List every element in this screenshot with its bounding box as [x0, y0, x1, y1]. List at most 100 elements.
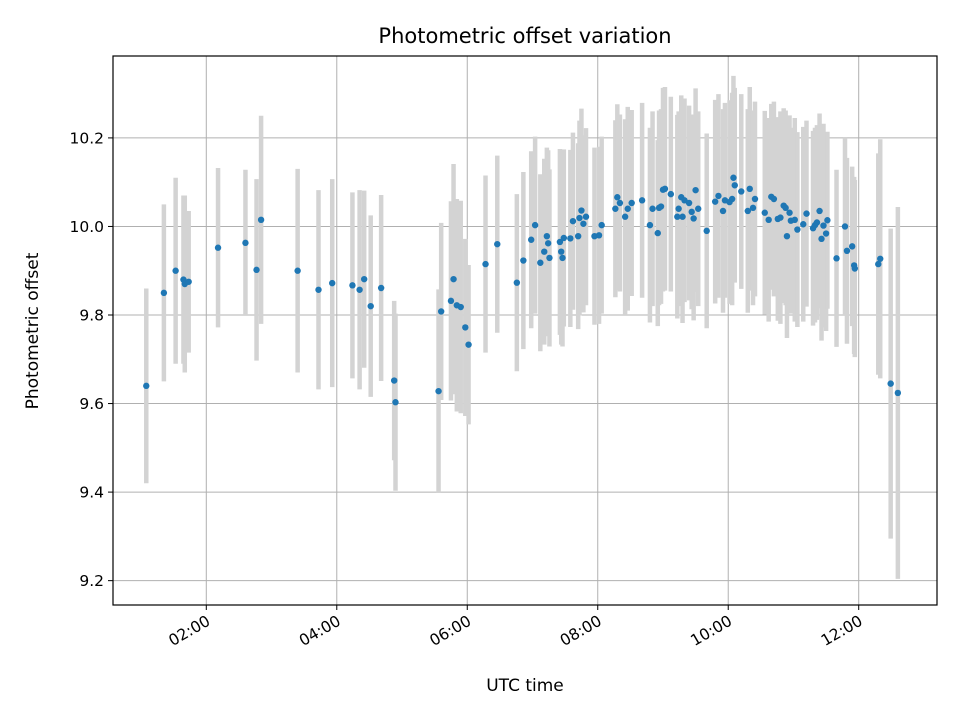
- data-point: [390, 377, 398, 384]
- data-point: [749, 204, 757, 212]
- data-point: [556, 238, 564, 246]
- data-point: [541, 248, 548, 255]
- data-point: [654, 229, 661, 237]
- data-point: [791, 216, 798, 224]
- data-point: [851, 265, 858, 272]
- data-point: [465, 341, 472, 348]
- data-point: [185, 278, 192, 285]
- data-point: [877, 255, 884, 262]
- data-point: [692, 186, 699, 194]
- data-point: [783, 232, 791, 240]
- data-point: [824, 217, 831, 224]
- data-point: [367, 302, 374, 310]
- data-point: [580, 220, 587, 227]
- data-point: [777, 214, 784, 221]
- data-point: [435, 387, 442, 395]
- data-point: [822, 230, 830, 237]
- data-point: [377, 284, 385, 292]
- y-tick-label: 9.6: [79, 395, 104, 413]
- data-point: [674, 213, 681, 220]
- data-point: [695, 205, 702, 212]
- data-point: [520, 257, 527, 264]
- plot-frame: [112, 55, 938, 606]
- data-point: [875, 260, 882, 268]
- data-point: [143, 382, 150, 390]
- data-point: [482, 260, 489, 268]
- data-point: [569, 217, 577, 225]
- data-point: [598, 221, 605, 229]
- data-point: [751, 195, 759, 203]
- data-point: [667, 190, 675, 198]
- data-point: [894, 389, 902, 397]
- grid-layer: [113, 56, 937, 605]
- data-point: [657, 203, 665, 210]
- y-tick-label: 10.0: [69, 218, 104, 236]
- data-point: [794, 226, 801, 233]
- data-point: [527, 236, 535, 243]
- data-point: [843, 247, 851, 255]
- y-axis-label: Photometric offset: [23, 252, 43, 409]
- y-tick-label: 9.4: [79, 484, 104, 502]
- data-point: [638, 197, 646, 204]
- data-point: [544, 240, 552, 247]
- data-point: [543, 232, 551, 240]
- data-point: [887, 380, 894, 387]
- data-point: [349, 282, 356, 289]
- data-point: [462, 324, 469, 331]
- data-point: [576, 214, 583, 222]
- data-point: [731, 182, 738, 189]
- x-axis-label: UTC time: [486, 676, 564, 696]
- data-point: [595, 232, 603, 239]
- data-point: [649, 205, 656, 212]
- data-point: [746, 185, 753, 193]
- data-point: [833, 255, 840, 262]
- data-point: [715, 192, 722, 200]
- data-point: [661, 185, 669, 193]
- data-point: [494, 240, 501, 248]
- data-point: [437, 308, 445, 315]
- data-point: [703, 227, 710, 235]
- data-point: [214, 244, 222, 251]
- data-point: [360, 275, 368, 283]
- data-point: [392, 399, 399, 406]
- data-point: [356, 286, 363, 293]
- data-point: [685, 199, 693, 207]
- data-point: [450, 275, 457, 283]
- data-point: [621, 213, 629, 220]
- data-point: [612, 205, 619, 212]
- y-tick-label: 9.2: [79, 572, 104, 590]
- data-point: [786, 209, 793, 216]
- data-point: [257, 216, 265, 224]
- data-point: [646, 221, 654, 229]
- data-point: [560, 234, 568, 242]
- data-point: [578, 207, 585, 214]
- data-point: [690, 215, 697, 222]
- data-point: [567, 235, 574, 242]
- data-point: [761, 209, 768, 216]
- data-point: [803, 210, 810, 217]
- data-point: [782, 204, 789, 212]
- data-point: [770, 195, 778, 203]
- y-tick-label: 9.8: [79, 307, 104, 325]
- data-point: [728, 195, 736, 203]
- data-point: [294, 267, 301, 274]
- marker-layer: [143, 174, 902, 406]
- data-point: [628, 199, 635, 207]
- data-point: [679, 213, 686, 220]
- data-point: [841, 223, 849, 230]
- data-point: [616, 199, 624, 207]
- data-point: [730, 174, 737, 181]
- data-point: [253, 266, 260, 274]
- data-point: [816, 207, 823, 215]
- chart-title: Photometric offset variation: [378, 24, 671, 48]
- data-point: [582, 213, 590, 220]
- data-point: [818, 235, 825, 243]
- data-point: [719, 207, 727, 215]
- data-point: [800, 221, 807, 228]
- data-point: [513, 279, 521, 286]
- data-point: [559, 254, 566, 262]
- data-point: [537, 259, 544, 266]
